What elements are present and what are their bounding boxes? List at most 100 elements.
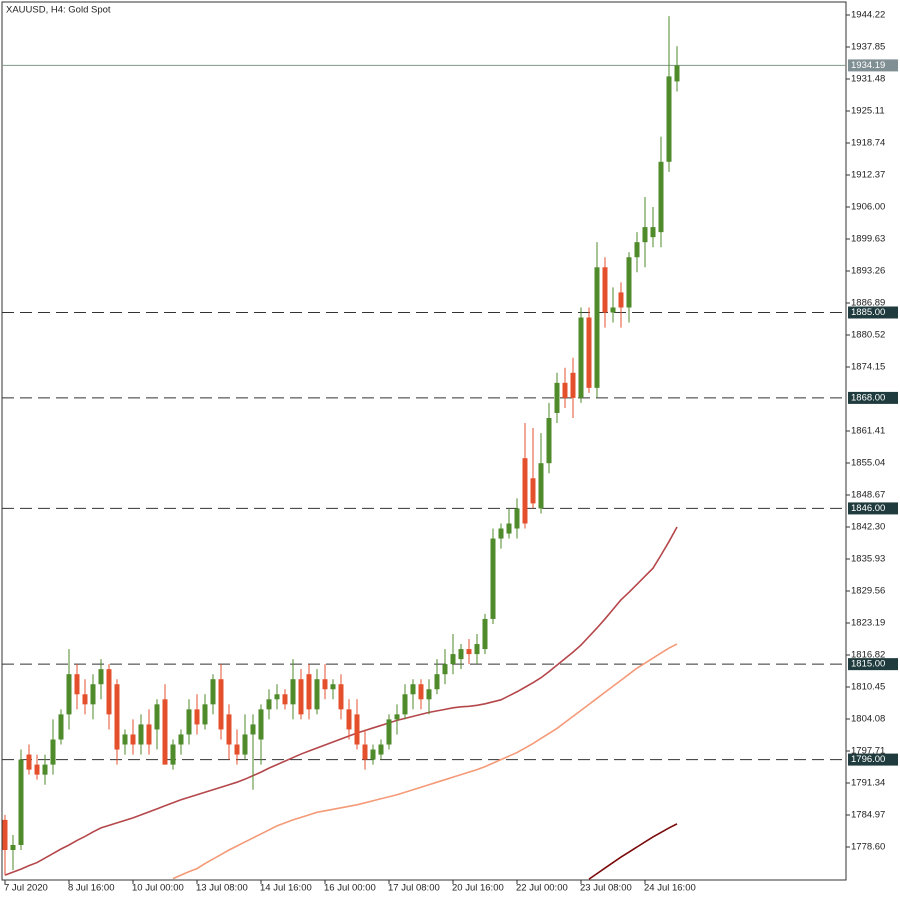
candle-body [554, 382, 560, 413]
level-label-box [848, 391, 898, 404]
candle-body [170, 744, 176, 765]
candle-body [98, 669, 104, 685]
candle-body [570, 372, 576, 398]
candle-body [370, 749, 376, 760]
moving-averages [4, 526, 678, 880]
y-tick-label: 1829.56 [851, 586, 885, 597]
candle-body [178, 734, 184, 745]
level-label: 1796.00 [851, 754, 885, 765]
candle-body [514, 508, 520, 529]
candle-body [346, 709, 352, 730]
moving-average-line [588, 823, 678, 880]
candle-body [50, 739, 56, 765]
level-label: 1868.00 [851, 392, 885, 403]
x-tick-label: 10 Jul 00:00 [132, 883, 184, 894]
x-tick-label: 22 Jul 00:00 [516, 883, 568, 894]
candle-body [538, 463, 544, 509]
candle-body [2, 819, 8, 851]
y-tick-label: 1778.60 [851, 842, 885, 853]
x-tick-label: 20 Jul 16:00 [452, 883, 504, 894]
candle-body [274, 694, 280, 700]
level-label-box [848, 306, 898, 319]
candle-body [330, 684, 336, 690]
y-tick-label: 1804.08 [851, 714, 885, 725]
candle-body [314, 679, 320, 710]
candle-body [658, 161, 664, 233]
y-tick-label: 1810.45 [851, 682, 885, 693]
candle-body [354, 714, 360, 745]
candles [2, 16, 680, 876]
price-label: 1934.19 [851, 60, 885, 71]
y-tick-label: 1791.34 [851, 778, 885, 789]
candle-body [74, 674, 80, 695]
candle-body [378, 744, 384, 755]
x-tick-label: 24 Jul 16:00 [644, 883, 696, 894]
candle-body [266, 699, 272, 710]
price-label-box [848, 59, 898, 72]
candle-body [442, 664, 448, 675]
candle-body [210, 679, 216, 705]
y-tick-label: 1835.93 [851, 554, 885, 565]
candle-body [250, 724, 256, 735]
y-tick-label: 1912.37 [851, 170, 885, 181]
candle-body [138, 724, 144, 745]
candle-body [394, 714, 400, 720]
y-tick-label: 1855.04 [851, 458, 885, 469]
candle-body [610, 307, 616, 313]
moving-average-line [172, 643, 678, 880]
candle-body [474, 644, 480, 655]
level-label: 1815.00 [851, 659, 885, 670]
candle-body [466, 649, 472, 655]
candle-body [626, 257, 632, 308]
x-tick-label: 17 Jul 08:00 [388, 883, 440, 894]
candle-body [218, 679, 224, 730]
candle-body [146, 724, 152, 745]
candle-body [226, 714, 232, 745]
y-tick-label: 1861.41 [851, 426, 885, 437]
y-tick-label: 1918.74 [851, 138, 885, 149]
candle-body [618, 292, 624, 308]
candle-body [154, 704, 160, 730]
y-tick-label: 1874.15 [851, 362, 885, 373]
candle-body [58, 714, 64, 740]
candle-body [410, 684, 416, 695]
candle-body [418, 684, 424, 700]
y-tick-label: 1784.97 [851, 810, 885, 821]
level-label-box [848, 658, 898, 671]
level-label: 1846.00 [851, 503, 885, 514]
candle-body [458, 649, 464, 660]
candle-body [162, 699, 168, 765]
candle-body [434, 674, 440, 690]
y-tick-label: 1880.52 [851, 330, 885, 341]
level-label-box [848, 753, 898, 766]
candle-body [66, 674, 72, 715]
x-tick-label: 13 Jul 08:00 [196, 883, 248, 894]
candle-body [674, 65, 680, 82]
candle-body [450, 654, 456, 665]
y-tick-label: 1886.89 [851, 298, 885, 309]
candle-body [522, 458, 528, 524]
levels [2, 64, 846, 761]
candle-body [562, 382, 568, 398]
level-label: 1885.00 [851, 307, 885, 318]
candle-body [650, 227, 656, 238]
candle-body [306, 674, 312, 710]
candle-body [402, 694, 408, 715]
candle-body [106, 669, 112, 715]
candle-body [322, 679, 328, 690]
y-tick-label: 1931.48 [851, 74, 885, 85]
candle-body [482, 618, 488, 650]
plot-frame [1, 1, 847, 881]
candle-body [242, 734, 248, 755]
y-tick-label: 1842.30 [851, 522, 885, 533]
y-tick-label: 1893.26 [851, 266, 885, 277]
candle-body [42, 764, 48, 775]
x-tick-label: 23 Jul 08:00 [580, 883, 632, 894]
x-tick-label: 8 Jul 16:00 [68, 883, 114, 894]
candle-body [634, 242, 640, 258]
y-tick-label: 1797.71 [851, 746, 885, 757]
candle-body [114, 684, 120, 750]
candle-body [386, 719, 392, 745]
candle-body [338, 684, 344, 710]
y-tick-label: 1944.22 [851, 10, 885, 21]
